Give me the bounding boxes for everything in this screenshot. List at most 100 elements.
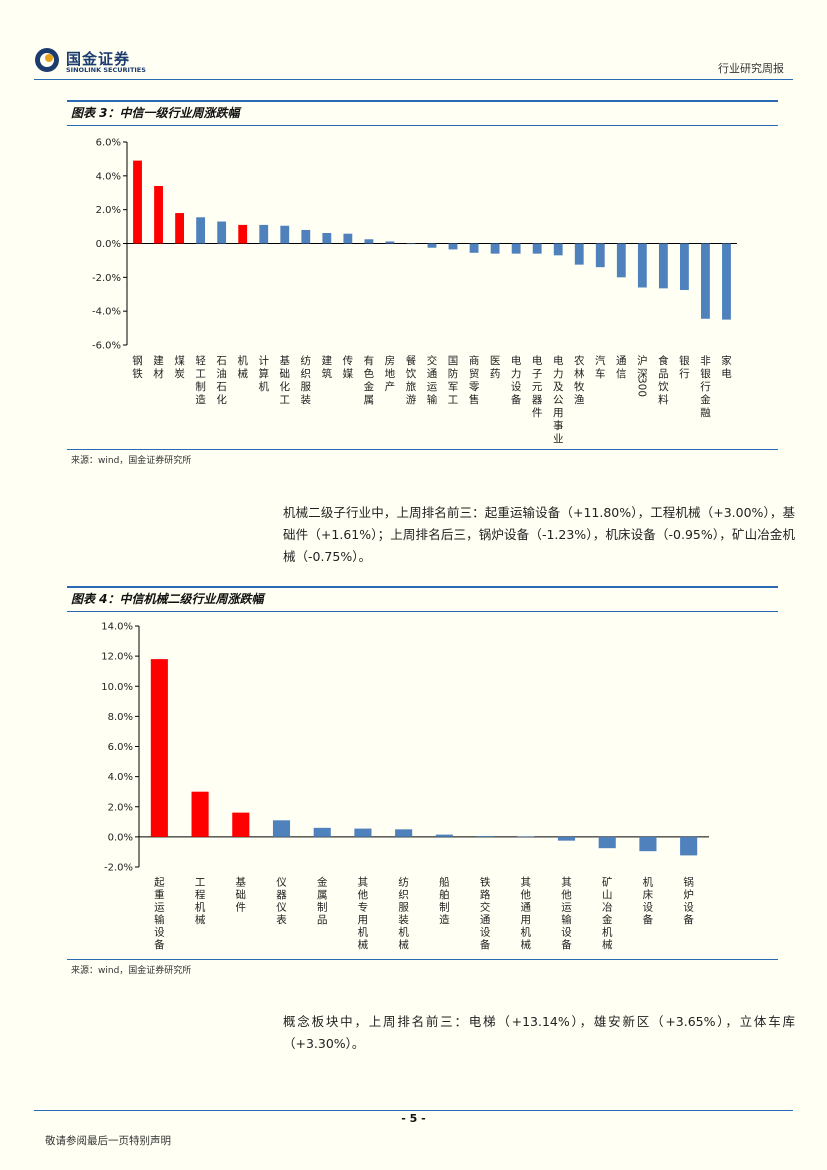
x-label-char: 工 bbox=[195, 877, 206, 889]
x-category-label: 汽车 bbox=[595, 354, 606, 380]
x-label-char: 防 bbox=[448, 367, 459, 380]
x-label-digits: 300 bbox=[635, 377, 647, 397]
x-label-char: 地 bbox=[385, 367, 396, 380]
x-label-char: 游 bbox=[406, 393, 417, 406]
x-label-char: 重 bbox=[154, 888, 165, 901]
x-label-char: 仪 bbox=[276, 877, 287, 889]
figure4-title-rule bbox=[67, 611, 778, 612]
footer-disclaimer: 敬请参阅最后一页特别声明 bbox=[45, 1135, 171, 1147]
x-label-char: 通 bbox=[480, 914, 491, 926]
x-label-char: 力 bbox=[553, 367, 564, 380]
x-label-char: 牧 bbox=[574, 380, 585, 393]
x-category-label: 建筑 bbox=[322, 354, 333, 380]
x-label-char: 品 bbox=[658, 368, 669, 380]
x-label-char: 机 bbox=[258, 380, 269, 393]
bar bbox=[701, 243, 710, 319]
y-tick-label: 6.0% bbox=[96, 138, 121, 149]
x-category-label: 家电 bbox=[721, 354, 732, 380]
x-label-char: 深 bbox=[637, 368, 648, 380]
x-label-char: 媒 bbox=[343, 367, 354, 380]
bar bbox=[595, 243, 605, 268]
bar bbox=[364, 239, 374, 244]
x-label-char: 机 bbox=[521, 926, 532, 939]
bar bbox=[574, 243, 584, 265]
paragraph-machinery-subsectors: 机械二级子行业中，上周排名前三：起重运输设备（+11.80%），工程机械（+3.… bbox=[283, 505, 795, 564]
x-label-char: 他 bbox=[521, 888, 532, 901]
bar bbox=[313, 827, 331, 837]
y-tick-label: 10.0% bbox=[101, 682, 133, 693]
bar bbox=[238, 224, 248, 244]
x-label-char: 械 bbox=[358, 938, 369, 951]
x-label-char: 输 bbox=[154, 913, 165, 926]
x-category-label: 通信 bbox=[616, 355, 627, 380]
figure3-bottom-rule bbox=[67, 449, 778, 450]
bar bbox=[598, 836, 616, 849]
x-label-char: 金 bbox=[602, 913, 613, 926]
bar bbox=[553, 243, 563, 256]
x-label-char: 制 bbox=[439, 901, 450, 914]
x-label-char: 表 bbox=[276, 913, 287, 926]
x-label-char: 设 bbox=[154, 927, 165, 939]
x-category-label: 机械 bbox=[237, 354, 248, 380]
x-label-char: 冶 bbox=[602, 901, 613, 914]
x-label-char: 机 bbox=[602, 926, 613, 939]
bar bbox=[280, 225, 290, 244]
x-label-char: 饮 bbox=[658, 380, 669, 393]
x-label-char: 设 bbox=[561, 927, 572, 939]
x-label-char: 运 bbox=[427, 381, 438, 393]
x-label-char: 算 bbox=[258, 367, 269, 380]
header-divider bbox=[34, 79, 793, 80]
bar bbox=[259, 224, 269, 244]
x-label-char: 饮 bbox=[406, 367, 417, 380]
x-label-char: 业 bbox=[553, 433, 564, 445]
bar bbox=[150, 659, 168, 837]
x-label-char: 子 bbox=[532, 368, 543, 380]
bar bbox=[532, 243, 542, 254]
x-label-char: 备 bbox=[561, 938, 572, 951]
bar bbox=[301, 229, 311, 244]
x-label-char: 备 bbox=[683, 913, 694, 926]
x-label-char: 器 bbox=[532, 394, 543, 406]
x-label-char: 运 bbox=[154, 902, 165, 914]
y-tick-label: 14.0% bbox=[101, 622, 133, 633]
paragraph-concept-sectors: 概念板块中，上周排名前三：电梯（+13.14%），雄安新区（+3.65%），立体… bbox=[283, 1014, 795, 1051]
x-label-char: 轻 bbox=[195, 354, 206, 367]
y-tick-label: 8.0% bbox=[108, 712, 133, 723]
x-label-char: 渔 bbox=[574, 394, 585, 406]
x-label-char: 矿 bbox=[602, 876, 613, 889]
x-label-char: 林 bbox=[574, 367, 585, 380]
x-label-char: 行 bbox=[700, 380, 711, 393]
bar bbox=[658, 243, 668, 289]
bar bbox=[133, 160, 142, 244]
x-label-char: 机 bbox=[643, 876, 654, 889]
x-label-char: 油 bbox=[216, 367, 227, 380]
figure4-title: 图表 4：中信机械二级行业周涨跌幅 bbox=[71, 592, 264, 606]
x-label-char: 输 bbox=[561, 913, 572, 926]
x-label-char: 专 bbox=[358, 901, 369, 914]
x-label-char: 设 bbox=[480, 927, 491, 939]
x-label-char: 煤 bbox=[174, 354, 185, 367]
figure3-top-rule bbox=[67, 100, 778, 102]
x-label-char: 钢 bbox=[132, 354, 143, 367]
x-label-char: 石 bbox=[216, 381, 227, 393]
bar bbox=[196, 217, 206, 244]
x-category-label: 建材 bbox=[153, 354, 164, 380]
x-label-char: 设 bbox=[683, 902, 694, 914]
x-label-char: 铁 bbox=[480, 876, 491, 889]
y-tick-label: 6.0% bbox=[108, 742, 133, 753]
x-label-char: 元 bbox=[532, 381, 543, 393]
company-logo: 国金证券 SINOLINK SECURITIES bbox=[34, 47, 152, 77]
x-label-char: 公 bbox=[553, 394, 564, 406]
